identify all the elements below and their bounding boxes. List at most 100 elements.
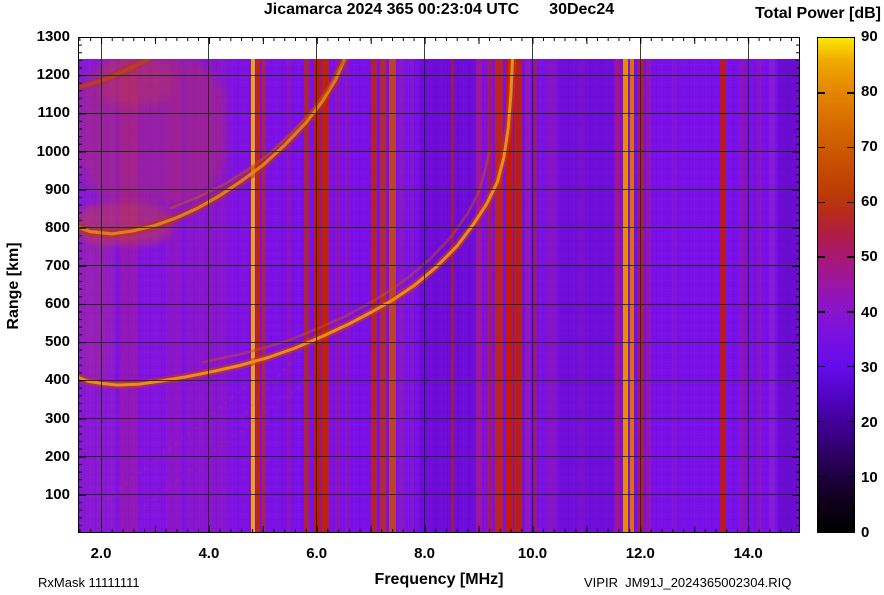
colorbar-tick — [847, 365, 854, 368]
echo-trace — [169, 59, 348, 210]
colorbar-tick-label: 60 — [861, 193, 878, 211]
rfi-stripe — [524, 59, 531, 533]
rfi-stripe — [546, 59, 558, 533]
gridline-horizontal — [78, 227, 800, 229]
y-tick-label: 500 — [44, 333, 70, 351]
gridline-vertical — [208, 37, 210, 533]
rfi-stripe — [534, 59, 538, 533]
rfi-stripe — [756, 59, 763, 533]
gridline-horizontal — [78, 151, 800, 152]
rfi-stripe — [409, 59, 414, 533]
y-tick-label: 1300 — [36, 28, 70, 45]
x-tick-label: 14.0 — [733, 545, 763, 562]
colorbar-tick — [847, 146, 854, 149]
x-tick-label: 6.0 — [306, 545, 328, 562]
colorbar-tick-label: 70 — [861, 138, 878, 156]
rfi-stripe — [166, 59, 181, 533]
gridline-horizontal — [78, 456, 800, 458]
rfi-stripe — [250, 59, 255, 533]
rfi-stripe — [303, 59, 309, 533]
rfi-stripe — [578, 59, 585, 533]
colorbar-tick-label: 90 — [861, 28, 878, 45]
plot-title: Jicamarca 2024 365 00:23:04 UTC — [263, 1, 520, 18]
echo-trace — [78, 59, 347, 236]
rfi-stripe — [559, 59, 614, 533]
colorbar-tick — [847, 256, 854, 258]
gridline-vertical — [316, 37, 318, 533]
colorbar-tick — [818, 475, 825, 477]
colorbar-tick — [818, 146, 825, 149]
rfi-stripe — [287, 59, 291, 533]
faint-diagonal-echo — [137, 367, 324, 512]
faint-diagonal-echo — [100, 371, 264, 506]
gridline-vertical — [424, 37, 426, 533]
echo-haze — [79, 59, 225, 205]
rfi-stripe — [486, 59, 493, 533]
rfi-stripe — [450, 59, 454, 533]
rfi-stripe — [495, 59, 504, 533]
faint-diagonal-echo — [240, 331, 318, 420]
x-tick-label: 4.0 — [198, 545, 220, 562]
rfi-stripe — [645, 59, 651, 533]
colorbar-tick — [818, 365, 825, 368]
gridline-vertical — [100, 37, 102, 533]
rfi-stripe — [322, 59, 329, 533]
colorbar-tick — [847, 92, 854, 94]
colorbar-tick — [818, 201, 825, 204]
colorbar-tick-label: 10 — [861, 468, 878, 486]
rfi-stripe — [614, 59, 621, 533]
y-tick-label: 700 — [44, 256, 70, 274]
x-axis-title: Frequency [MHz] — [374, 571, 504, 588]
x-tick-label: 2.0 — [90, 545, 112, 562]
gridline-horizontal — [78, 341, 800, 343]
echo-traces-layer — [78, 59, 517, 512]
gridline-vertical — [639, 37, 641, 533]
colorbar-tick — [847, 420, 854, 423]
colorbar-tick — [818, 420, 825, 423]
gridline-horizontal — [78, 74, 800, 76]
rfi-stripe — [262, 59, 266, 533]
gridline-horizontal — [78, 494, 800, 496]
rfi-stripe — [255, 59, 261, 533]
gridline-horizontal — [78, 418, 800, 419]
gridline-horizontal — [78, 303, 800, 305]
plot-title-row: Jicamarca 2024 365 00:23:04 UTC 30Dec24 — [78, 1, 800, 19]
echo-trace — [202, 150, 491, 364]
gridline-horizontal — [78, 379, 800, 381]
gridline-horizontal — [78, 112, 800, 114]
x-tick-label: 12.0 — [625, 545, 655, 562]
y-tick-label: 800 — [44, 218, 70, 236]
gridline-horizontal — [78, 189, 800, 191]
x-axis-minor-ticks-top — [78, 37, 800, 44]
y-tick-label: 200 — [44, 447, 70, 465]
rfi-stripe — [740, 59, 746, 533]
rfi-stripe — [630, 59, 635, 533]
rfi-stripe — [419, 59, 476, 533]
x-tick-label: 10.0 — [517, 545, 548, 562]
rfi-stripe — [505, 59, 513, 533]
rfi-stripe — [720, 59, 727, 533]
heatmap-data-region — [78, 59, 800, 533]
rfi-stripe — [623, 59, 628, 533]
echo-trace-glow — [78, 59, 517, 389]
rfi-stripe — [768, 59, 775, 533]
colorbar-title: Total Power [dB] — [755, 5, 881, 22]
echo-trace — [78, 59, 152, 90]
source-file-label: VIPIR JM91J_2024365002304.RIQ — [584, 575, 792, 590]
colorbar-tick-label: 80 — [861, 83, 878, 101]
rfi-stripe — [335, 59, 340, 533]
x-tick-label: 8.0 — [414, 545, 436, 562]
ionogram-plot — [78, 37, 800, 533]
rfi-stripe — [345, 59, 351, 533]
rfi-stripe — [514, 59, 523, 533]
colorbar-tick — [847, 201, 854, 204]
rfi-stripe — [475, 59, 482, 533]
y-tick-label: 100 — [44, 485, 70, 503]
echo-trace — [78, 59, 514, 387]
rfi-stripe — [370, 59, 377, 533]
colorbar-tick — [818, 311, 825, 313]
colorbar-tick — [847, 311, 854, 313]
plot-date: 30Dec24 — [549, 1, 615, 18]
y-tick-label: 900 — [44, 180, 70, 198]
